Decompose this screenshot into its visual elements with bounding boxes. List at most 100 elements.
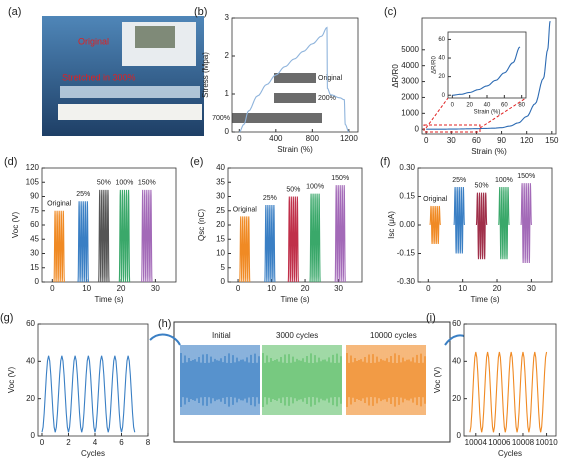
series-label: 50% — [286, 186, 300, 193]
y-tick-label: 15 — [216, 234, 225, 243]
x-axis-label: Time (s) — [280, 295, 309, 304]
y-tick-label: 20 — [438, 74, 445, 80]
x-axis-label: Cycles — [498, 449, 522, 458]
y-tick-label: 0 — [31, 431, 36, 440]
series-label: 100% — [495, 177, 513, 184]
ruler — [58, 104, 202, 120]
plot-frame — [463, 323, 557, 437]
series-label: 150% — [138, 180, 156, 187]
y-tick-label: 1 — [225, 89, 230, 98]
x-tick-label: 30 — [151, 284, 160, 293]
x-tick-label: 10008 — [512, 438, 535, 447]
x-tick-label: 90 — [497, 136, 506, 145]
block — [262, 345, 342, 415]
sample-photo — [232, 113, 322, 123]
series-line — [239, 216, 251, 283]
series-line — [498, 186, 510, 260]
x-tick-label: 0 — [236, 284, 241, 293]
annotation: 200% — [318, 95, 336, 102]
x-axis-label: Cycles — [81, 449, 105, 458]
x-tick-label: 20 — [493, 284, 502, 293]
y-tick-label: 90 — [30, 192, 39, 201]
x-tick-label: 20 — [466, 103, 473, 109]
series-line — [41, 355, 136, 433]
y-tick-label: 0 — [442, 93, 446, 99]
y-tick-label: 60 — [30, 220, 39, 229]
y-tick-label: 10 — [216, 249, 225, 258]
series-line — [309, 193, 321, 283]
panel-label: (a) — [8, 6, 21, 18]
y-tick-label: 40 — [216, 163, 225, 172]
y-tick-label: 45 — [30, 234, 39, 243]
y-tick-label: 40 — [452, 356, 461, 365]
block-label: 3000 cycles — [276, 331, 318, 340]
sample-photo — [274, 93, 316, 103]
series-label: Original — [423, 196, 448, 203]
block — [346, 345, 426, 415]
y-tick-label: 0 — [415, 124, 420, 133]
y-tick-label: 60 — [438, 37, 445, 43]
x-axis-label: Time (s) — [470, 295, 499, 304]
y-axis-label: Qsc (nC) — [197, 209, 206, 241]
series-line — [453, 186, 465, 254]
annotation: Original — [318, 75, 343, 82]
series-line — [520, 183, 532, 264]
panel-box — [173, 321, 451, 443]
panel-label: (h) — [158, 318, 171, 330]
y-tick-label: 0.15 — [399, 192, 415, 201]
y-tick-label: 0.00 — [399, 220, 415, 229]
panel-label: (f) — [380, 156, 390, 168]
x-tick-label: 60 — [472, 136, 481, 145]
series-line — [118, 189, 131, 283]
series-label: 100% — [116, 180, 134, 187]
x-axis-label: Strain (%) — [474, 110, 501, 116]
x-axis-label: Strain (%) — [471, 147, 507, 156]
x-tick-label: 10 — [458, 284, 467, 293]
arrow — [149, 333, 181, 346]
x-axis-label: Time (s) — [94, 295, 123, 304]
block — [180, 345, 260, 415]
y-tick-label: 4000 — [401, 61, 419, 70]
x-tick-label: 60 — [501, 103, 508, 109]
x-axis-label: Strain (%) — [277, 145, 313, 154]
y-axis-label: ΔR/R0 — [391, 64, 400, 88]
panel-label: (b) — [194, 6, 207, 18]
panel-label: (d) — [4, 156, 17, 168]
series-label: 25% — [263, 195, 277, 202]
y-tick-label: 60 — [452, 319, 461, 328]
x-tick-label: 10 — [82, 284, 91, 293]
guide-box — [423, 124, 481, 133]
y-tick-label: 1000 — [401, 108, 419, 117]
guide — [425, 97, 449, 129]
panel-label: (i) — [426, 312, 436, 324]
x-tick-label: 1200 — [340, 134, 358, 143]
y-tick-label: 20 — [26, 394, 35, 403]
y-tick-label: 0.30 — [399, 163, 415, 172]
y-tick-label: 5000 — [401, 45, 419, 54]
photo-label: Stretched in 300% — [62, 72, 136, 82]
y-axis-label: Voc (V) — [11, 212, 20, 239]
y-tick-label: 40 — [438, 56, 445, 62]
series-line — [429, 205, 441, 245]
x-tick-label: 0 — [426, 284, 431, 293]
y-axis-label: Isc (μA) — [387, 211, 396, 239]
x-tick-label: 80 — [518, 103, 525, 109]
photo-label: Original — [78, 36, 109, 46]
y-tick-label: 40 — [26, 356, 35, 365]
x-tick-label: 0 — [451, 103, 455, 109]
y-tick-label: 60 — [26, 319, 35, 328]
y-tick-label: 75 — [30, 206, 39, 215]
x-tick-label: 20 — [301, 284, 310, 293]
y-tick-label: 30 — [216, 192, 225, 201]
x-tick-label: 30 — [447, 136, 456, 145]
panel-label: (e) — [190, 156, 203, 168]
x-tick-label: 10010 — [535, 438, 558, 447]
panel-label: (c) — [384, 6, 397, 18]
y-tick-label: 25 — [216, 206, 225, 215]
series-label: Original — [233, 206, 258, 213]
y-tick-label: 2 — [225, 51, 230, 60]
x-tick-label: 30 — [334, 284, 343, 293]
guide — [479, 97, 527, 129]
series-line — [475, 192, 488, 260]
x-tick-label: 400 — [269, 134, 283, 143]
